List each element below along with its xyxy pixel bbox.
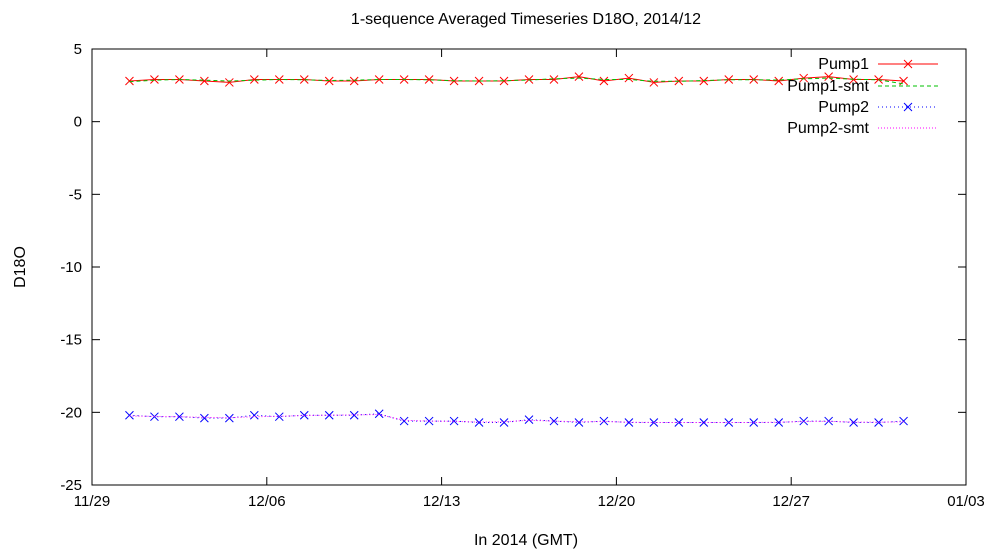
data-point-marker — [150, 75, 159, 84]
chart-title: 1-sequence Averaged Timeseries D18O, 201… — [351, 11, 701, 28]
legend-entry-pump2-smt: Pump2-smt — [787, 120, 938, 137]
data-point-marker — [299, 75, 309, 84]
data-point-marker — [200, 413, 209, 423]
y-tick-label: -5 — [69, 186, 82, 203]
data-point-marker — [125, 76, 134, 86]
legend-label: Pump1 — [818, 56, 869, 73]
y-tick-label: 0 — [74, 114, 82, 131]
series-pump2-smt — [129, 413, 904, 423]
data-point-marker — [724, 75, 734, 84]
data-point-marker — [649, 78, 659, 87]
data-point-marker — [349, 76, 359, 86]
data-point-marker — [200, 76, 209, 86]
data-point-marker — [474, 76, 484, 86]
data-point-marker — [774, 76, 784, 86]
data-point-marker — [399, 416, 409, 426]
data-point-marker — [624, 418, 634, 427]
legend-entry-pump1: Pump1 — [818, 56, 938, 73]
data-point-marker — [424, 75, 434, 84]
x-tick-label: 12/13 — [423, 493, 461, 510]
series-line — [129, 77, 904, 85]
x-tick-label: 12/06 — [248, 493, 286, 510]
data-point-marker — [774, 418, 784, 427]
data-point-marker — [449, 416, 459, 426]
data-point-marker — [599, 76, 609, 86]
data-point-marker — [224, 78, 234, 87]
legend-label: Pump1-smt — [787, 78, 869, 95]
legend-entry-pump2: Pump2 — [818, 99, 938, 116]
data-point-marker — [125, 410, 134, 420]
series-layer — [125, 72, 908, 427]
legend-entry-pump1-smt: Pump1-smt — [787, 78, 938, 95]
legend-label: Pump2 — [818, 99, 869, 116]
series-pump2 — [125, 409, 908, 427]
data-point-marker — [175, 412, 184, 422]
data-point-marker — [874, 418, 883, 427]
legend-label: Pump2-smt — [787, 120, 869, 137]
y-tick-label: -25 — [60, 477, 82, 494]
series-pump1-smt — [129, 77, 904, 85]
data-point-marker — [674, 418, 684, 427]
data-point-marker — [524, 415, 534, 424]
data-point-marker — [324, 410, 334, 420]
y-tick-label: 5 — [74, 41, 82, 58]
data-point-marker — [274, 412, 284, 422]
data-point-marker — [549, 416, 559, 426]
data-point-marker — [599, 416, 609, 426]
data-point-marker — [249, 410, 259, 420]
data-point-marker — [549, 75, 559, 84]
data-point-marker — [699, 418, 709, 427]
data-point-marker — [903, 59, 913, 69]
y-tick-label: -10 — [60, 259, 82, 276]
data-point-marker — [849, 418, 858, 427]
data-point-marker — [249, 75, 259, 84]
x-tick-label: 12/27 — [772, 493, 810, 510]
x-tick-label: 11/29 — [74, 493, 110, 510]
y-tick-label: -15 — [60, 332, 82, 349]
data-point-marker — [374, 75, 384, 84]
data-point-marker — [799, 73, 809, 83]
data-point-marker — [749, 418, 759, 427]
data-point-marker — [824, 416, 834, 426]
data-point-marker — [624, 73, 634, 83]
series-line — [129, 413, 904, 423]
x-axis-label: In 2014 (GMT) — [474, 532, 578, 549]
y-tick-label: -20 — [60, 404, 82, 421]
x-tick-label: 12/20 — [598, 493, 636, 510]
data-point-marker — [349, 410, 359, 420]
data-point-marker — [474, 418, 484, 427]
data-point-marker — [499, 418, 509, 427]
data-point-marker — [574, 72, 584, 81]
data-point-marker — [824, 72, 834, 81]
legend: Pump1 Pump1-smt Pump2 Pump2-smt — [787, 56, 938, 137]
data-point-marker — [899, 416, 908, 426]
y-axis-label: D18O — [12, 246, 29, 288]
data-point-marker — [374, 409, 384, 419]
data-point-marker — [574, 418, 584, 427]
x-tick-label: 01/03 — [947, 493, 985, 510]
data-point-marker — [903, 102, 913, 112]
